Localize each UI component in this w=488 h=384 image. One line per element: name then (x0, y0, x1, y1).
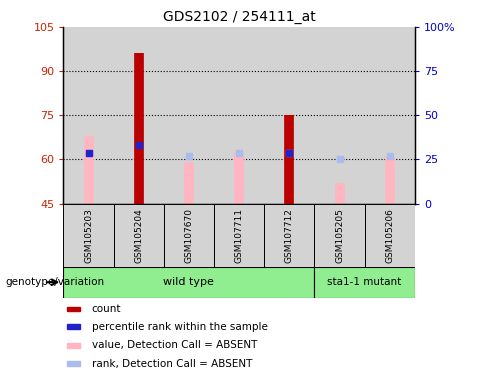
Title: GDS2102 / 254111_at: GDS2102 / 254111_at (163, 10, 316, 25)
Bar (214, 204, 264, 267)
Bar (67, 361, 80, 366)
Bar (314, 204, 365, 267)
Bar (214, 27, 264, 204)
Text: GSM105205: GSM105205 (335, 208, 344, 263)
Text: percentile rank within the sample: percentile rank within the sample (92, 322, 267, 332)
Bar (314, 27, 365, 204)
Bar (365, 27, 415, 204)
Bar (63, 204, 114, 267)
Bar (164, 27, 214, 204)
Bar (67, 324, 80, 329)
Text: rank, Detection Call = ABSENT: rank, Detection Call = ABSENT (92, 359, 252, 369)
Bar (67, 307, 80, 311)
Bar (63, 27, 114, 204)
Text: GSM107711: GSM107711 (235, 208, 244, 263)
Bar (164, 204, 214, 267)
Text: GSM105204: GSM105204 (134, 208, 143, 263)
Text: wild type: wild type (163, 277, 214, 287)
Bar (314, 267, 415, 298)
Text: count: count (92, 304, 121, 314)
Text: sta1-1 mutant: sta1-1 mutant (327, 277, 402, 287)
Bar (67, 343, 80, 348)
Bar (365, 204, 415, 267)
Bar (114, 27, 164, 204)
Bar (264, 27, 314, 204)
Text: GSM107670: GSM107670 (184, 208, 193, 263)
Text: genotype/variation: genotype/variation (5, 277, 104, 287)
Text: GSM105206: GSM105206 (385, 208, 394, 263)
Text: GSM105203: GSM105203 (84, 208, 93, 263)
Text: GSM107712: GSM107712 (285, 208, 294, 263)
Text: value, Detection Call = ABSENT: value, Detection Call = ABSENT (92, 340, 257, 350)
Bar (114, 204, 164, 267)
Bar (264, 204, 314, 267)
Bar (63, 267, 314, 298)
